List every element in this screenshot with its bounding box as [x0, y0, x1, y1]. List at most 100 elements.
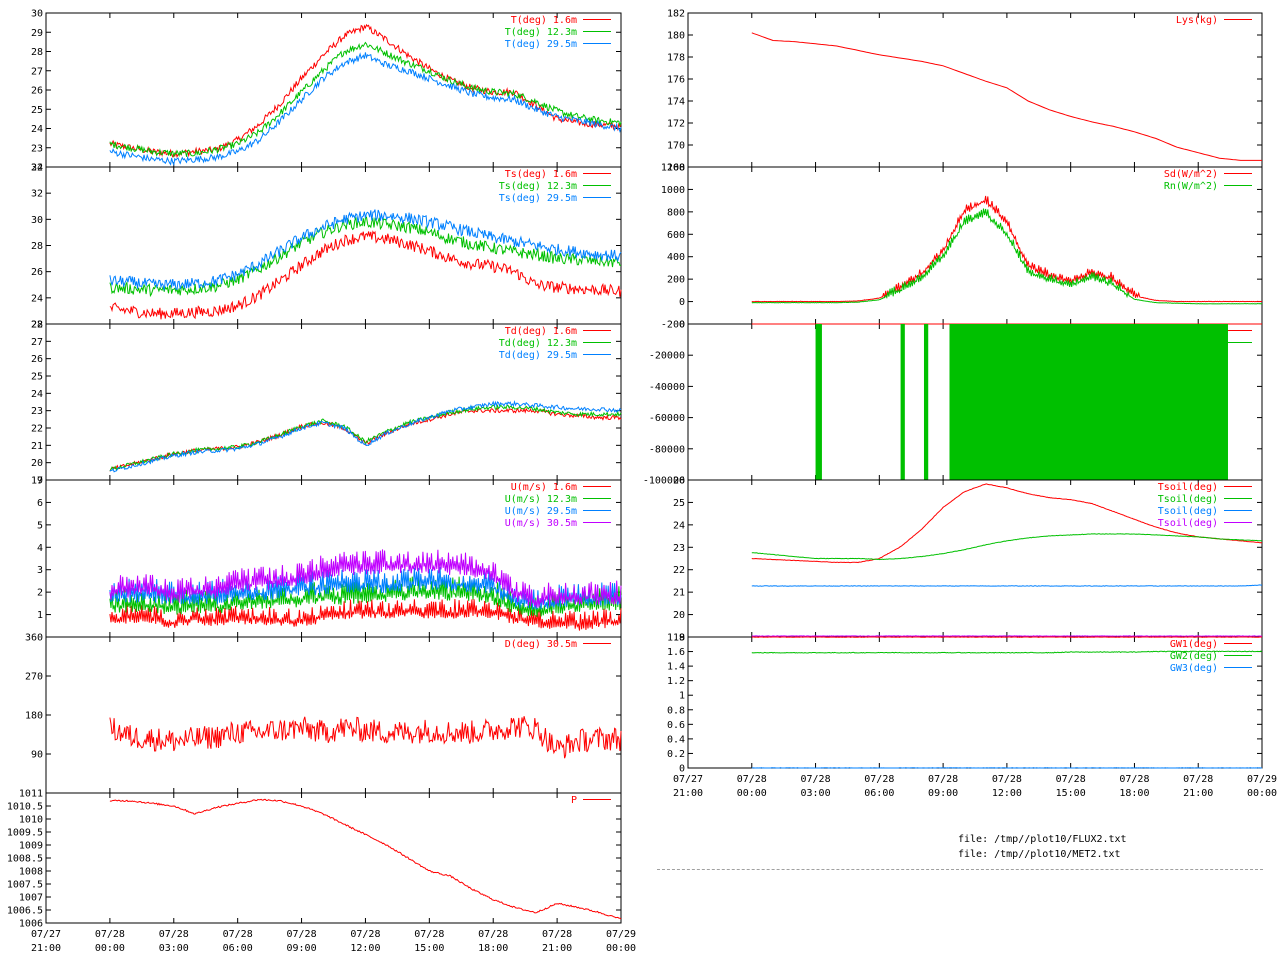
- legend-label-Td: Td(deg) 29.5m: [499, 350, 577, 361]
- xtick-label-date: 07/28: [928, 774, 958, 785]
- series-line-Td-1: [109, 404, 622, 472]
- series-block-G: [900, 324, 905, 480]
- ytick-label-Td: 26: [31, 354, 43, 365]
- ytick-label-U: 5: [37, 520, 43, 531]
- ytick-label-D: 360: [25, 633, 43, 644]
- ytick-label-U: 7: [37, 476, 43, 487]
- ytick-label-Lys: 172: [667, 119, 685, 130]
- ytick-label-Lys: 168: [667, 163, 685, 174]
- xtick-label-time: 00:00: [606, 943, 636, 954]
- xtick-label-time: 06:00: [223, 943, 253, 954]
- ytick-label-Ts: 28: [31, 241, 43, 252]
- ytick-label-P: 1006: [19, 919, 43, 930]
- legend-label-U: U(m/s) 30.5m: [505, 518, 577, 529]
- series-line-T-2: [109, 52, 622, 167]
- series-line-Td-2: [109, 400, 622, 473]
- ytick-label-GW: 0.6: [667, 720, 685, 731]
- ytick-label-P: 1007: [19, 893, 43, 904]
- ytick-label-Lys: 176: [667, 75, 685, 86]
- legend-label-T: T(deg) 1.6m: [511, 15, 577, 26]
- ytick-label-Td: 21: [31, 441, 43, 452]
- ytick-label-Td: 22: [31, 424, 43, 435]
- ytick-label-Td: 20: [31, 458, 43, 469]
- legend-label-G: G2(W/m^2): [1164, 338, 1218, 349]
- ytick-label-GW: 0: [679, 764, 685, 775]
- ytick-label-GW: 0.2: [667, 749, 685, 760]
- ytick-label-Tsoil: 22: [673, 565, 685, 576]
- series-line-Tsoil-0: [751, 483, 1263, 564]
- xtick-label-date: 07/28: [864, 774, 894, 785]
- ytick-label-D: 90: [31, 750, 43, 761]
- ytick-label-Sd: 200: [667, 275, 685, 286]
- ytick-label-G: -100000: [643, 476, 685, 487]
- ytick-label-T: 26: [31, 86, 43, 97]
- xtick-label-time: 21:00: [1183, 788, 1213, 799]
- ytick-label-U: 2: [37, 588, 43, 599]
- legend-label-Sd: Rn(W/m^2): [1164, 181, 1218, 192]
- ytick-label-Tsoil: 24: [673, 520, 685, 531]
- xtick-label-date: 07/28: [992, 774, 1022, 785]
- legend-label-Ts: Ts(deg) 1.6m: [505, 169, 577, 180]
- series-line-U-0: [109, 598, 622, 631]
- ytick-label-GW: 1.2: [667, 676, 685, 687]
- ytick-label-Tsoil: 25: [673, 498, 685, 509]
- ytick-label-T: 23: [31, 143, 43, 154]
- series-line-Lys-0: [751, 32, 1262, 161]
- legend-label-Tsoil: Tsoil(deg): [1158, 506, 1218, 517]
- ytick-label-U: 1: [37, 610, 43, 621]
- ytick-label-P: 1008.5: [7, 854, 43, 865]
- series-block-G: [923, 324, 929, 480]
- legend-label-T: T(deg) 12.3m: [505, 27, 577, 38]
- xtick-label-date: 07/28: [350, 929, 380, 940]
- plot-frame-Lys: [687, 12, 1263, 168]
- ytick-label-Tsoil: 19: [673, 633, 685, 644]
- xtick-label-date: 07/28: [159, 929, 189, 940]
- legend-label-Ts: Ts(deg) 29.5m: [499, 193, 577, 204]
- xtick-label-time: 18:00: [1119, 788, 1149, 799]
- xtick-label-date: 07/28: [287, 929, 317, 940]
- ytick-label-P: 1007.5: [7, 880, 43, 891]
- xtick-label-time: 09:00: [287, 943, 317, 954]
- legend-label-P: P: [571, 795, 577, 806]
- legend-label-Tsoil: Tsoil(deg): [1158, 494, 1218, 505]
- ytick-label-P: 1006.5: [7, 906, 43, 917]
- ytick-label-Sd: 400: [667, 252, 685, 263]
- legend-label-U: U(m/s) 1.6m: [511, 482, 577, 493]
- xtick-label-date: 07/28: [542, 929, 572, 940]
- xtick-label-date: 07/27: [673, 774, 703, 785]
- xtick-label-time: 15:00: [1056, 788, 1086, 799]
- xtick-label-time: 00:00: [95, 943, 125, 954]
- legend-label-GW: GW1(deg): [1170, 639, 1218, 650]
- xtick-label-time: 00:00: [1247, 788, 1277, 799]
- ytick-label-T: 22: [31, 163, 43, 174]
- xtick-label-date: 07/28: [1183, 774, 1213, 785]
- ytick-label-GW: 0.8: [667, 705, 685, 716]
- series-block-G: [949, 324, 1228, 480]
- series-line-Ts-2: [109, 209, 622, 291]
- ytick-label-GW: 1.4: [667, 662, 685, 673]
- xtick-label-time: 03:00: [801, 788, 831, 799]
- ytick-label-Tsoil: 23: [673, 543, 685, 554]
- ytick-label-U: 6: [37, 498, 43, 509]
- legend-label-Lys: Lys(kg): [1176, 15, 1218, 26]
- ytick-label-P: 1009.5: [7, 828, 43, 839]
- ytick-label-Sd: 800: [667, 207, 685, 218]
- ytick-label-P: 1009: [19, 841, 43, 852]
- ytick-label-T: 24: [31, 124, 43, 135]
- ytick-label-Ts: 22: [31, 320, 43, 331]
- ytick-label-Td: 23: [31, 406, 43, 417]
- legend-label-U: U(m/s) 12.3m: [505, 494, 577, 505]
- xtick-label-time: 18:00: [478, 943, 508, 954]
- ytick-label-Ts: 32: [31, 189, 43, 200]
- ytick-label-Lys: 182: [667, 9, 685, 20]
- ytick-label-Ts: 26: [31, 267, 43, 278]
- ytick-label-Ts: 30: [31, 215, 43, 226]
- series-block-G: [815, 324, 822, 480]
- plot-frame-D: [45, 636, 622, 794]
- series-line-P-0: [109, 798, 622, 920]
- ytick-label-Sd: 1000: [661, 185, 685, 196]
- ytick-label-Ts: 24: [31, 293, 43, 304]
- ytick-label-Ts: 34: [31, 163, 43, 174]
- ytick-label-T: 28: [31, 47, 43, 58]
- ytick-label-G: 0: [679, 320, 685, 331]
